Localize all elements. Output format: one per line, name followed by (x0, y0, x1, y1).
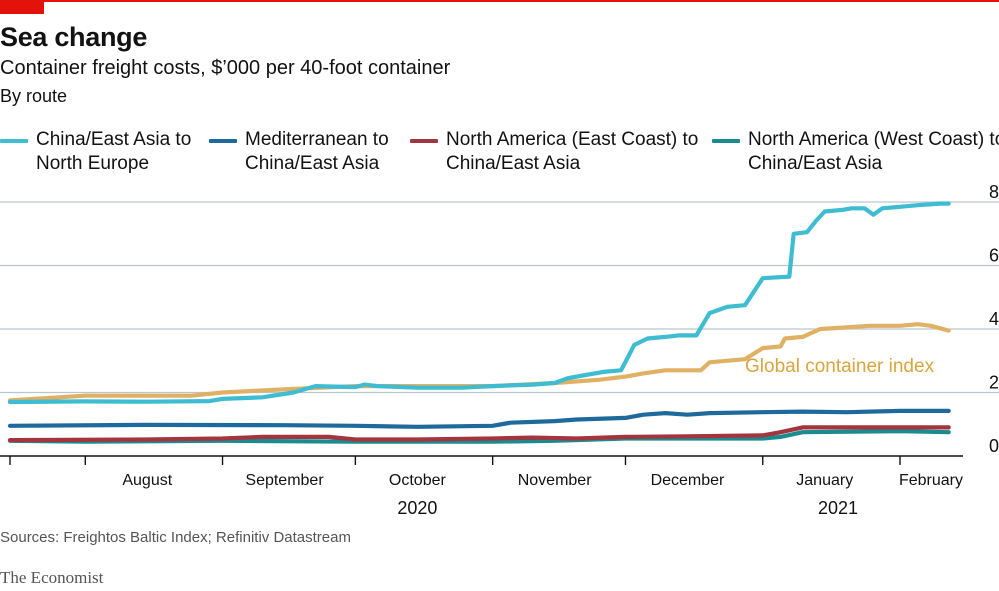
legend-label-line2: North Europe (36, 153, 150, 174)
x-tick-label: February (899, 472, 963, 489)
legend-swatch (712, 139, 740, 143)
legend-swatch (209, 139, 237, 143)
x-tick-label: November (518, 472, 592, 489)
series-line (7, 408, 951, 429)
chart-subtitle: Container freight costs, $’000 per 40-fo… (0, 57, 451, 79)
chart-title: Sea change (0, 22, 148, 52)
x-year-label: 2020 (397, 498, 437, 518)
y-tick-label: 6 (989, 246, 999, 266)
y-tick-label: 8 (989, 182, 999, 202)
legend-label-line2: China/East Asia (446, 153, 581, 174)
x-tick-label: January (796, 472, 853, 489)
brand-tag (0, 0, 44, 14)
x-tick-label: December (651, 472, 725, 489)
legend-label-line2: China/East Asia (748, 153, 883, 174)
legend-label-line1: North America (East Coast) to (446, 129, 699, 150)
x-tick-label: August (122, 472, 172, 489)
x-year-label: 2021 (818, 498, 858, 518)
chart-byline: By route (0, 86, 68, 106)
series-line (7, 322, 951, 403)
brand-logo: The Economist (0, 568, 104, 587)
series-line (7, 201, 951, 405)
legend-swatch (410, 139, 438, 143)
series-line (7, 425, 951, 443)
y-tick-label: 2 (989, 373, 999, 393)
x-tick-label: September (245, 472, 324, 489)
series-inline-label: Global container index (745, 356, 935, 377)
y-tick-label: 4 (989, 309, 999, 329)
legend-label-line1: China/East Asia to (36, 129, 192, 150)
legend-label-line1: Mediterranean to (245, 129, 389, 150)
source-note: Sources: Freightos Baltic Index; Refinit… (0, 529, 351, 546)
x-tick-label: October (389, 472, 447, 489)
legend-label-line1: North America (West Coast) to (748, 129, 999, 150)
legend-swatch (0, 139, 28, 143)
top-rule (0, 0, 999, 2)
y-tick-label: 0 (989, 436, 999, 456)
legend-label-line2: China/East Asia (245, 153, 380, 174)
